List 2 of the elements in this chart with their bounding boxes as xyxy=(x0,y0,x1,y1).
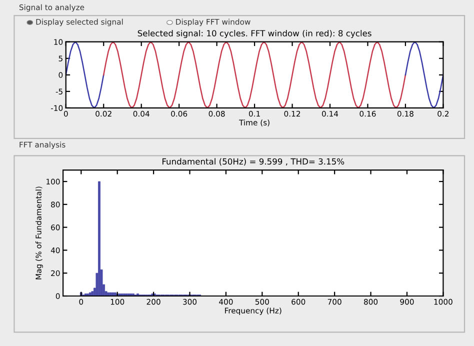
chart-title: Fundamental (50Hz) = 9.599 , THD= 3.15% xyxy=(162,158,344,166)
chart-title: Selected signal: 10 cycles. FFT window (in red): 8 cycles xyxy=(138,30,372,38)
